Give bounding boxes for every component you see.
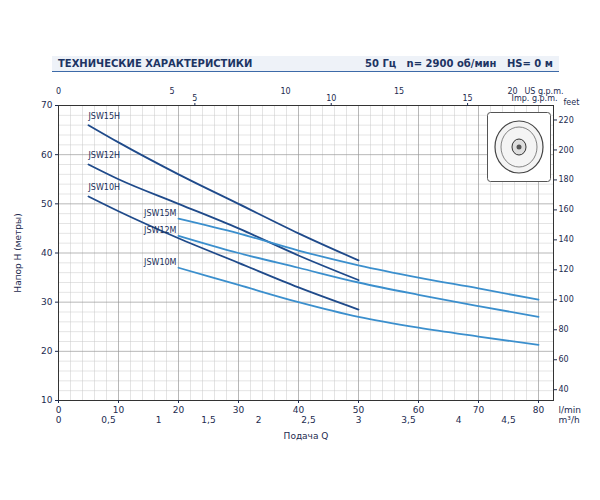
svg-text:3: 3 — [356, 415, 362, 425]
svg-text:1: 1 — [156, 415, 162, 425]
svg-text:60: 60 — [41, 150, 53, 160]
svg-text:l/min: l/min — [559, 405, 582, 415]
svg-text:JSW10M: JSW10M — [143, 258, 177, 267]
svg-text:140: 140 — [559, 235, 574, 244]
svg-text:20: 20 — [41, 346, 53, 356]
svg-text:160: 160 — [559, 205, 574, 214]
svg-text:80: 80 — [559, 325, 569, 334]
svg-text:0: 0 — [56, 405, 62, 415]
svg-text:JSW12M: JSW12M — [143, 226, 177, 235]
svg-text:15: 15 — [462, 94, 472, 103]
svg-text:m³/h: m³/h — [559, 415, 580, 425]
svg-text:100: 100 — [559, 295, 574, 304]
svg-text:JSW12H: JSW12H — [88, 151, 121, 160]
svg-text:40: 40 — [41, 248, 53, 258]
svg-text:Imp. g.p.m.: Imp. g.p.m. — [512, 94, 558, 103]
svg-text:70: 70 — [41, 100, 53, 110]
svg-text:4,5: 4,5 — [501, 415, 515, 425]
svg-text:2,5: 2,5 — [301, 415, 315, 425]
svg-text:US g.p.m.: US g.p.m. — [524, 87, 563, 96]
svg-text:feet: feet — [564, 98, 580, 107]
svg-text:20: 20 — [173, 405, 185, 415]
svg-text:JSW15H: JSW15H — [88, 112, 121, 121]
svg-text:70: 70 — [473, 405, 485, 415]
svg-text:10: 10 — [326, 94, 336, 103]
svg-text:5: 5 — [192, 94, 197, 103]
svg-text:180: 180 — [559, 175, 574, 184]
svg-text:4: 4 — [456, 415, 462, 425]
svg-text:200: 200 — [559, 146, 574, 155]
svg-text:5: 5 — [169, 87, 174, 96]
svg-text:10: 10 — [280, 87, 290, 96]
svg-text:40: 40 — [559, 385, 569, 394]
svg-text:10: 10 — [41, 395, 53, 405]
svg-text:30: 30 — [233, 405, 245, 415]
svg-text:3,5: 3,5 — [401, 415, 415, 425]
svg-text:15: 15 — [394, 87, 404, 96]
svg-text:0: 0 — [56, 87, 61, 96]
svg-text:60: 60 — [559, 355, 569, 364]
svg-text:120: 120 — [559, 265, 574, 274]
svg-text:60: 60 — [413, 405, 425, 415]
svg-text:2: 2 — [256, 415, 262, 425]
html-text:50 Гц n= 2900 об/мин HS= 0 м: 50 Гц n= 2900 об/мин HS= 0 м — [365, 58, 553, 69]
svg-text:40: 40 — [293, 405, 305, 415]
svg-text:50: 50 — [353, 405, 365, 415]
html-text:ТЕХНИЧЕСКИЕ ХАРАКТЕРИСТИКИ: ТЕХНИЧЕСКИЕ ХАРАКТЕРИСТИКИ — [58, 58, 253, 69]
svg-text:50: 50 — [41, 199, 53, 209]
svg-text:30: 30 — [41, 297, 53, 307]
svg-text:20: 20 — [508, 87, 518, 96]
svg-text:10: 10 — [113, 405, 125, 415]
svg-text:0,5: 0,5 — [101, 415, 115, 425]
svg-text:JSW10H: JSW10H — [88, 183, 121, 192]
svg-text:JSW15M: JSW15M — [143, 209, 177, 218]
svg-text:80: 80 — [533, 405, 545, 415]
svg-text:220: 220 — [559, 116, 574, 125]
svg-text:Напор H (метры): Напор H (метры) — [13, 213, 23, 292]
svg-text:1,5: 1,5 — [201, 415, 215, 425]
svg-text:Подача Q: Подача Q — [284, 431, 329, 441]
svg-text:0: 0 — [56, 415, 62, 425]
